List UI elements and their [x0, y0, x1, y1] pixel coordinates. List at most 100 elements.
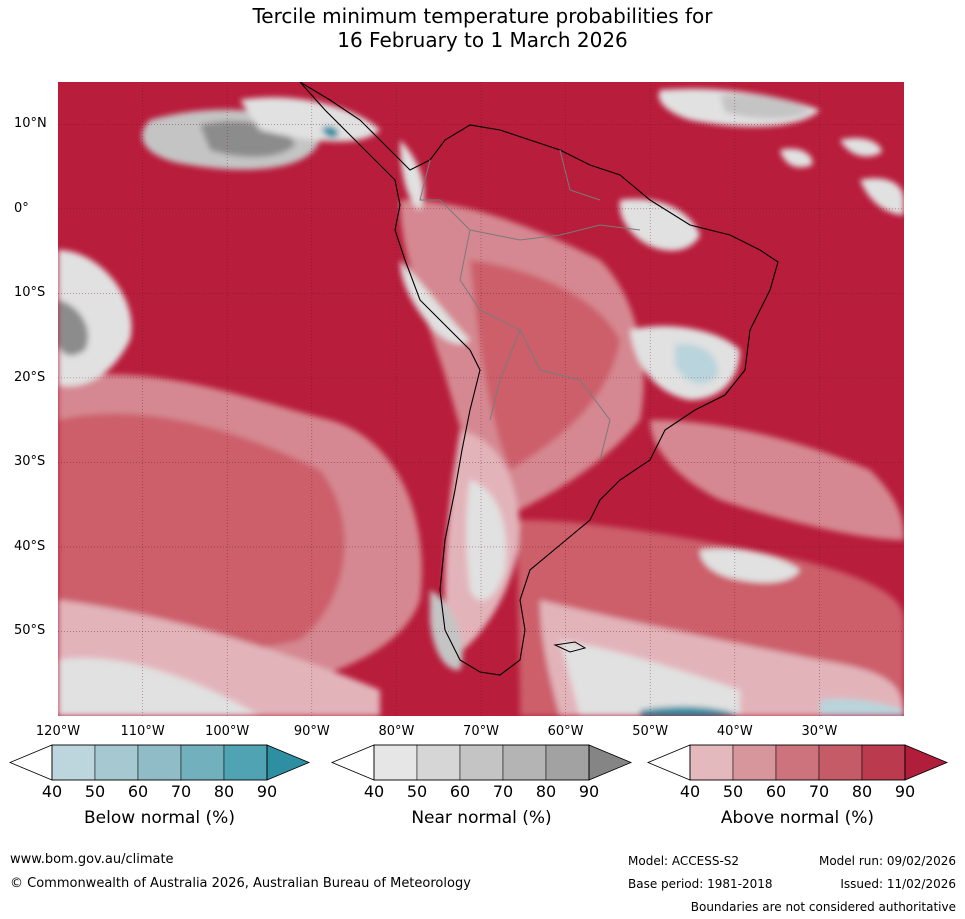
- disclaimer-text: Boundaries are not considered authoritat…: [690, 900, 956, 914]
- colorbar-segment: [818, 744, 863, 781]
- south-america-coastline: [299, 82, 779, 676]
- colorbar-segment: [861, 744, 906, 781]
- colorbars: [8, 744, 949, 781]
- probability-region-above-70: [470, 260, 620, 470]
- probability-region-above-70: [58, 413, 345, 652]
- colorbar-tick-label: 70: [808, 782, 830, 801]
- probability-region-near-light: [860, 178, 904, 215]
- probability-region-below-dark: [640, 706, 740, 716]
- colorbar-min-extension: [8, 744, 53, 781]
- colorbar-title: Above normal (%): [720, 808, 875, 828]
- colorbar-segment: [775, 744, 820, 781]
- probability-region-near-light: [560, 640, 740, 716]
- coastlines: [299, 82, 779, 676]
- colorbar-segment: [416, 744, 461, 781]
- probability-region-near-light: [840, 138, 882, 157]
- longitude-label: 80°W: [378, 724, 415, 739]
- probability-region-near-light: [700, 548, 800, 583]
- website-text: www.bom.gov.au/climate: [10, 852, 174, 867]
- colorbar-tick-label: 60: [127, 782, 149, 801]
- colorbar-frame: [51, 744, 268, 781]
- longitude-label: 110°W: [120, 724, 165, 739]
- colorbar-segment: [180, 744, 225, 781]
- colorbar-tick-label: 80: [851, 782, 873, 801]
- title-line-1: Tercile minimum temperature probabilitie…: [252, 4, 713, 28]
- colorbar-segment: [689, 744, 734, 781]
- colorbar-tick-label: 50: [722, 782, 744, 801]
- colorbar-tick-label: 70: [170, 782, 192, 801]
- colorbar-title: Below normal (%): [84, 808, 235, 828]
- colorbar-segment: [373, 744, 418, 781]
- probability-region-below-light: [820, 698, 904, 716]
- colorbar-max-extension: [904, 744, 949, 781]
- copyright-text: © Commonwealth of Australia 2026, Austra…: [10, 876, 471, 891]
- probability-region-near-light: [466, 480, 507, 601]
- colorbar-tick-label: 80: [535, 782, 557, 801]
- colorbar-segment: [94, 744, 139, 781]
- probability-region-below-light: [675, 344, 719, 384]
- longitude-label: 50°W: [632, 724, 669, 739]
- probability-field: [58, 82, 904, 716]
- base-period-text: Base period: 1981-2018: [628, 877, 773, 891]
- colorbar-segment: [732, 744, 777, 781]
- colorbar-tick-label: 40: [363, 782, 385, 801]
- latitude-label: 30°S: [14, 454, 46, 470]
- longitude-label: 70°W: [463, 724, 499, 739]
- latitude-label: 20°S: [14, 369, 46, 385]
- model-text: Model: ACCESS-S2: [628, 854, 740, 868]
- colorbar-tick-label: 50: [406, 782, 428, 801]
- probability-region-near-mid: [720, 94, 810, 119]
- colorbar-title: Near normal (%): [411, 808, 552, 828]
- colorbar-1: [8, 744, 311, 781]
- longitude-label: 90°W: [293, 724, 330, 739]
- graticule: [58, 82, 904, 716]
- colorbar-segment: [502, 744, 547, 781]
- latitude-label: 0°: [14, 200, 29, 216]
- probability-region-near-light: [58, 658, 260, 716]
- country-borders: [419, 149, 641, 461]
- colorbar-tick-label: 90: [256, 782, 278, 801]
- latitude-label: 40°S: [14, 538, 46, 554]
- longitude-label: 30°W: [801, 724, 838, 739]
- colorbar-tick-label: 80: [213, 782, 235, 801]
- colorbar-tick-label: 40: [679, 782, 701, 801]
- colorbar-min-extension: [330, 744, 375, 781]
- colorbar-segment: [137, 744, 182, 781]
- colorbar-frame: [689, 744, 906, 781]
- colorbar-segment: [459, 744, 504, 781]
- issued-text: Issued: 11/02/2026: [840, 877, 956, 891]
- title-line-2: 16 February to 1 March 2026: [337, 28, 628, 52]
- colorbar-segment: [223, 744, 268, 781]
- colorbar-frame: [373, 744, 590, 781]
- probability-region-near-light: [400, 140, 424, 210]
- latitude-label: 10°S: [14, 285, 46, 301]
- longitude-label: 60°W: [547, 724, 584, 739]
- probability-region-near-light: [780, 148, 813, 168]
- colorbar-3: [646, 744, 949, 781]
- chart-title: Tercile minimum temperature probabilitie…: [0, 4, 965, 52]
- colorbar-tick-label: 70: [492, 782, 514, 801]
- probability-region-near-light: [619, 199, 700, 251]
- longitude-label: 40°W: [716, 724, 753, 739]
- model-run-text: Model run: 09/02/2026: [818, 854, 956, 868]
- colorbar-max-extension: [588, 744, 633, 781]
- colorbar-segment: [51, 744, 96, 781]
- colorbar-tick-label: 90: [894, 782, 916, 801]
- colorbar-tick-label: 60: [765, 782, 787, 801]
- probability-region-near-light: [400, 260, 470, 344]
- colorbar-max-extension: [266, 744, 311, 781]
- probability-region-near-dark: [58, 300, 89, 356]
- colorbar-segment: [545, 744, 590, 781]
- colorbar-min-extension: [646, 744, 691, 781]
- latitude-label: 50°S: [14, 623, 46, 639]
- probability-region-below-dark: [322, 126, 339, 138]
- probability-region-above-60: [650, 420, 904, 540]
- latitude-label: 10°N: [14, 116, 47, 132]
- falkland-islands-outline: [553, 641, 587, 653]
- colorbar-tick-label: 90: [578, 782, 600, 801]
- longitude-label: 120°W: [35, 724, 81, 739]
- colorbar-tick-label: 40: [41, 782, 63, 801]
- colorbar-tick-label: 60: [449, 782, 471, 801]
- longitude-label: 100°W: [205, 724, 250, 739]
